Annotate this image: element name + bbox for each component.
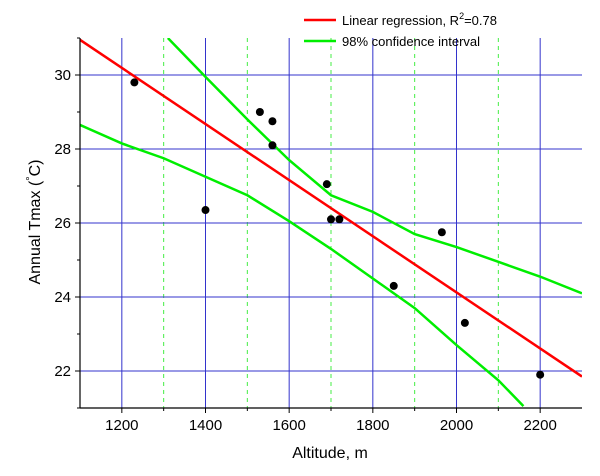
- x-tick-label: 2000: [440, 417, 473, 434]
- regression-line: [80, 38, 582, 378]
- legend-label-confidence: 98% confidence interval: [342, 34, 480, 49]
- x-tick-label: 2200: [523, 417, 556, 434]
- data-point: [460, 318, 469, 327]
- x-tick-label: 1200: [105, 417, 138, 434]
- y-tick-label: 28: [54, 141, 71, 158]
- series-lines: [80, 38, 582, 408]
- data-point: [268, 141, 277, 150]
- y-tick-label: 22: [54, 363, 71, 380]
- data-point: [255, 108, 264, 116]
- data-point: [536, 370, 545, 379]
- axes: [75, 37, 582, 413]
- tick-labels: 1200 1400 1600 1800 2000 2200 22 24 26 28 30: [54, 67, 557, 434]
- x-axis-label: Altitude, m: [292, 445, 368, 462]
- y-tick-label: 30: [54, 67, 71, 84]
- confidence-upper-line: [166, 38, 582, 295]
- legend-label-regression: Linear regression, R2=0.78: [342, 11, 497, 28]
- data-point: [130, 78, 139, 87]
- legend: Linear regression, R2=0.78 98% confidenc…: [304, 11, 497, 49]
- x-tick-label: 1400: [189, 417, 222, 434]
- y-tick-label: 24: [54, 289, 71, 306]
- data-point: [437, 228, 446, 237]
- y-tick-label: 26: [54, 215, 71, 232]
- y-axis-label: Annual Tmax (°C): [25, 159, 44, 284]
- data-point: [389, 281, 398, 290]
- data-point: [201, 206, 210, 215]
- x-tick-label: 1600: [272, 417, 305, 434]
- data-point: [268, 117, 277, 126]
- data-points: [130, 78, 545, 379]
- data-point: [322, 180, 331, 189]
- confidence-lower-line: [80, 123, 525, 408]
- data-point: [327, 215, 335, 224]
- data-point: [335, 215, 344, 224]
- x-tick-label: 1800: [356, 417, 389, 434]
